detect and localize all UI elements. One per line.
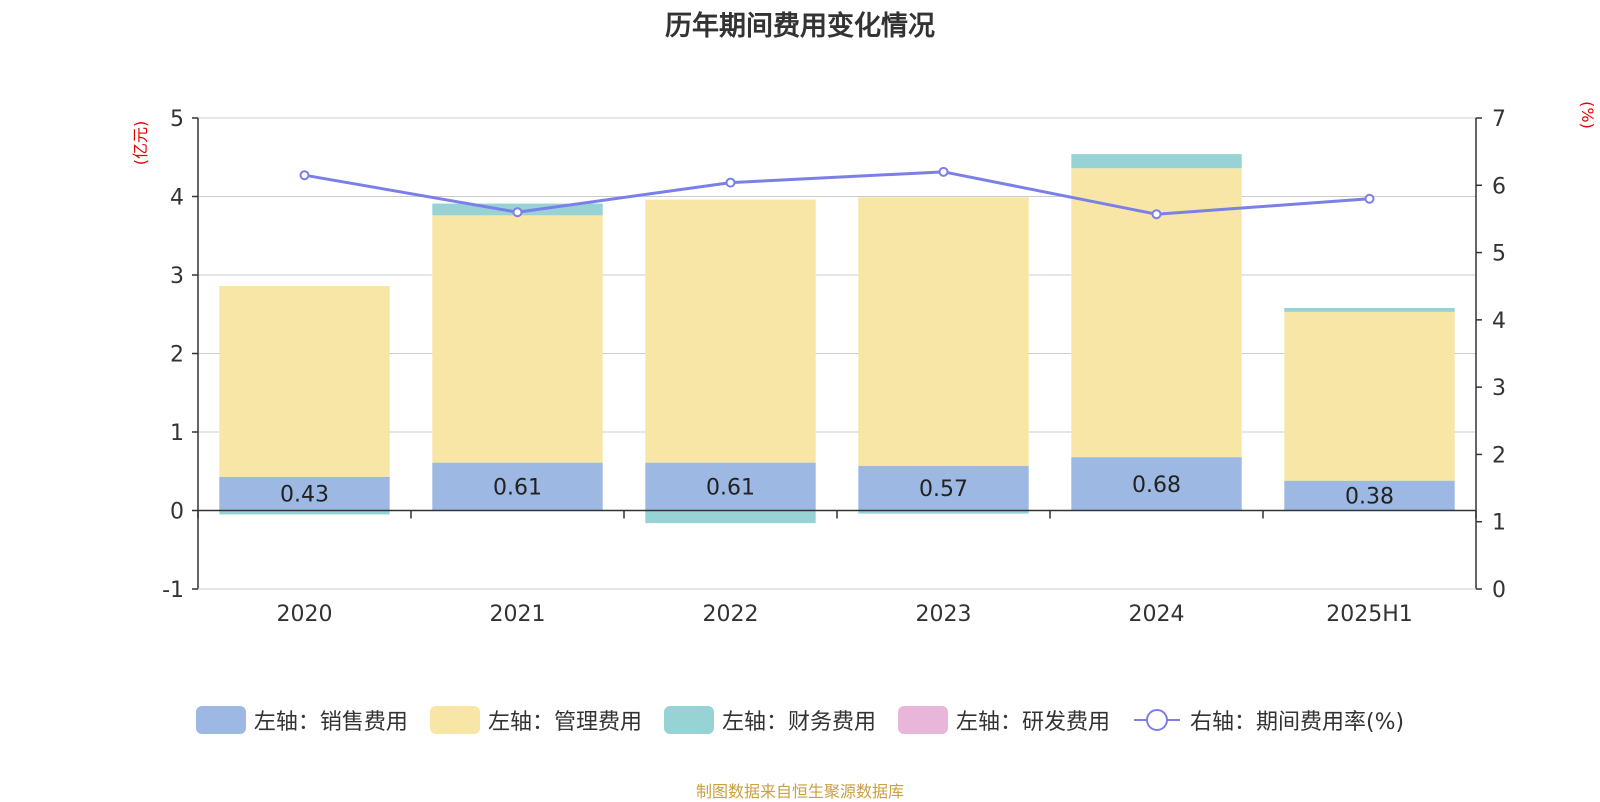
bar-0-2025H1 (1284, 480, 1455, 511)
legend-line-marker-icon (1133, 709, 1180, 731)
left-axis-tick-label: 5 (170, 107, 184, 132)
bar-0-2023 (858, 465, 1029, 511)
data-label: 0.68 (1132, 473, 1181, 498)
left-axis-tick-label: -1 (162, 578, 184, 603)
legend-item-sales[interactable]: 左轴：销售费用 (195, 704, 408, 736)
left-axis-unit: (亿元) (131, 121, 150, 166)
rate-point (299, 170, 310, 181)
data-labels: 0.43 0.61 0.61 0.57 0.68 0.38 (280, 473, 1394, 510)
bar-2-2024 (1071, 154, 1242, 169)
bar-2-2023 (858, 510, 1029, 514)
x-axis-tick-label: 2021 (490, 602, 546, 627)
x-axis-tick-label: 2025H1 (1326, 602, 1413, 627)
rate-point (938, 166, 949, 177)
rate-line-series (299, 166, 1375, 220)
x-axis-tick-label: 2024 (1129, 602, 1185, 627)
bar-1-2020 (219, 285, 390, 477)
bar-1-2023 (858, 197, 1029, 466)
legend-item-rate[interactable]: 右轴：期间费用率(%) (1132, 704, 1404, 736)
rate-point (512, 207, 523, 218)
right-axis-tick-label: 1 (1492, 511, 1506, 536)
legend-label-rate: 右轴：期间费用率(%) (1189, 710, 1405, 735)
data-label: 0.61 (706, 476, 755, 501)
right-axis-tick-label: 3 (1492, 376, 1506, 401)
legend-swatch-sales (195, 706, 246, 734)
rate-point (1151, 209, 1162, 220)
x-axis-tick-label: 2020 (277, 602, 333, 627)
axes: -1 0 1 2 3 4 5 0 1 2 3 4 5 6 7 2020 2021 2022 2023 2024 2025… (162, 107, 1506, 627)
data-label: 0.61 (493, 476, 542, 501)
legend-label-admin: 左轴：管理费用 (487, 710, 642, 735)
right-axis-tick-label: 0 (1492, 578, 1506, 603)
legend-label-finance: 左轴：财务费用 (721, 710, 876, 735)
bar-0-2024 (1071, 457, 1242, 511)
right-axis-tick-label: 4 (1492, 309, 1506, 334)
right-axis-tick-label: 7 (1492, 107, 1506, 132)
bar-series (219, 154, 1455, 524)
legend: 左轴：销售费用 左轴：管理费用 左轴：财务费用 左轴：研发费用 右轴：期间费用率… (0, 700, 1600, 740)
left-axis-tick-label: 3 (170, 264, 184, 289)
chart-plot: -1 0 1 2 3 4 5 0 1 2 3 4 5 6 7 2020 2021 2022 2023 2024 2025… (131, 101, 1597, 627)
legend-swatch-rnd (897, 706, 948, 734)
data-label: 0.38 (1345, 485, 1394, 510)
source-note: 制图数据来自恒生聚源数据库 (695, 782, 904, 801)
legend-swatch-admin (429, 706, 480, 734)
rate-point (1364, 193, 1375, 204)
right-axis-unit: (%) (1578, 101, 1597, 129)
bar-2-2022 (645, 510, 816, 524)
legend-item-rnd[interactable]: 左轴：研发费用 (897, 704, 1110, 736)
legend-item-finance[interactable]: 左轴：财务费用 (663, 704, 876, 736)
left-axis-tick-label: 2 (170, 343, 184, 368)
data-label: 0.43 (280, 483, 329, 508)
data-label: 0.57 (919, 477, 968, 502)
legend-label-rnd: 左轴：研发费用 (955, 710, 1110, 735)
chart-title: 历年期间费用变化情况 (665, 11, 935, 42)
rate-line (304, 170, 1370, 216)
right-axis-tick-label: 6 (1492, 174, 1506, 199)
bar-2-2025H1 (1284, 307, 1455, 312)
legend-swatch-finance (663, 706, 714, 734)
left-axis-tick-label: 0 (170, 500, 184, 525)
right-axis-tick-label: 5 (1492, 242, 1506, 267)
bar-2-2020 (219, 510, 390, 515)
bar-0-2021 (432, 462, 603, 511)
bar-1-2025H1 (1284, 311, 1455, 481)
bar-0-2022 (645, 462, 816, 511)
left-axis-tick-label: 4 (170, 186, 184, 211)
x-axis-tick-label: 2023 (916, 602, 972, 627)
bar-1-2021 (432, 215, 603, 463)
bar-0-2020 (219, 476, 390, 511)
legend-item-admin[interactable]: 左轴：管理费用 (429, 704, 642, 736)
left-axis-tick-label: 1 (170, 421, 184, 446)
x-axis-tick-label: 2022 (703, 602, 759, 627)
legend-label-sales: 左轴：销售费用 (253, 710, 408, 735)
bar-1-2022 (645, 199, 816, 463)
rate-point (725, 177, 736, 188)
right-axis-tick-label: 2 (1492, 443, 1506, 468)
